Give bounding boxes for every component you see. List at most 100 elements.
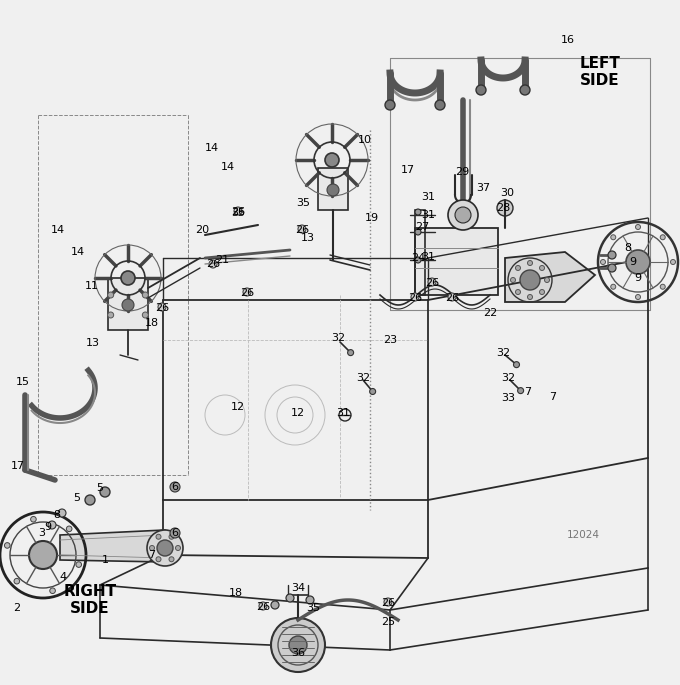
Text: 25: 25 [381,617,395,627]
Circle shape [5,543,10,548]
Text: 31: 31 [336,408,350,418]
Text: 1: 1 [101,555,109,565]
Text: 27: 27 [415,222,429,232]
Circle shape [157,540,173,556]
Circle shape [121,271,135,285]
Circle shape [660,284,665,289]
Circle shape [50,588,55,593]
Text: 36: 36 [291,648,305,658]
Polygon shape [505,252,595,302]
Text: 19: 19 [365,213,379,223]
Text: 14: 14 [71,247,85,257]
Polygon shape [318,168,348,210]
Text: 16: 16 [561,35,575,45]
Circle shape [107,312,114,318]
Circle shape [626,250,650,274]
Text: 30: 30 [500,188,514,198]
Circle shape [67,526,72,532]
Text: 17: 17 [11,461,25,471]
Circle shape [14,578,20,584]
Text: RIGHT
SIDE: RIGHT SIDE [63,584,116,616]
Circle shape [259,602,267,610]
Circle shape [170,528,180,538]
Circle shape [608,264,616,272]
Text: 14: 14 [221,162,235,172]
Circle shape [325,153,339,167]
Text: 26: 26 [206,259,220,269]
Text: 20: 20 [195,225,209,235]
Text: 9: 9 [44,522,52,532]
Circle shape [636,295,641,299]
Text: 11: 11 [85,281,99,291]
Text: 31: 31 [421,252,435,262]
Text: 23: 23 [383,335,397,345]
Circle shape [347,349,354,356]
Text: 32: 32 [496,348,510,358]
Text: 34: 34 [291,583,305,593]
Circle shape [497,200,513,216]
Text: 26: 26 [155,303,169,313]
Circle shape [415,229,421,235]
Circle shape [306,596,314,604]
Circle shape [142,292,148,298]
Text: 8: 8 [624,243,632,253]
Circle shape [539,266,545,271]
Text: 26: 26 [381,598,395,608]
Circle shape [611,235,616,240]
Text: 6: 6 [171,528,178,538]
Text: 10: 10 [358,135,372,145]
Circle shape [511,277,515,282]
Circle shape [636,225,641,229]
Text: 7: 7 [524,387,532,397]
Circle shape [169,534,174,539]
Text: 26: 26 [295,225,309,235]
Polygon shape [415,228,498,295]
Text: 9: 9 [634,273,641,283]
Text: 7: 7 [549,392,556,402]
Circle shape [600,260,605,264]
Text: 37: 37 [476,183,490,193]
Text: 13: 13 [301,233,315,243]
Circle shape [370,388,375,395]
Circle shape [660,235,665,240]
Circle shape [528,295,532,299]
Circle shape [517,388,524,394]
Circle shape [147,530,183,566]
Circle shape [528,260,532,266]
Text: 26: 26 [408,293,422,303]
Text: 26: 26 [231,207,245,217]
Text: 8: 8 [54,510,61,520]
Polygon shape [60,530,180,562]
Text: 7: 7 [148,550,156,560]
Circle shape [156,534,161,539]
Circle shape [670,260,675,264]
Circle shape [58,509,66,517]
Circle shape [520,270,540,290]
Circle shape [539,290,545,295]
Circle shape [150,545,154,551]
Text: 17: 17 [401,165,415,175]
Text: 26: 26 [240,288,254,298]
Text: 12: 12 [291,408,305,418]
Circle shape [448,200,478,230]
Circle shape [327,184,339,196]
Text: 12: 12 [231,402,245,412]
Text: 26: 26 [256,602,270,612]
Circle shape [476,85,486,95]
Circle shape [271,601,279,609]
Circle shape [298,225,306,233]
Text: 29: 29 [455,167,469,177]
Circle shape [170,482,180,492]
Circle shape [289,636,307,654]
Text: 26: 26 [445,293,459,303]
Circle shape [415,209,421,215]
Text: 4: 4 [59,572,67,582]
Circle shape [158,303,166,311]
Text: 32: 32 [331,333,345,343]
Text: 14: 14 [205,143,219,153]
Circle shape [100,487,110,497]
Text: 26: 26 [425,278,439,288]
Text: 31: 31 [421,192,435,202]
Circle shape [286,594,294,602]
Circle shape [385,100,395,110]
